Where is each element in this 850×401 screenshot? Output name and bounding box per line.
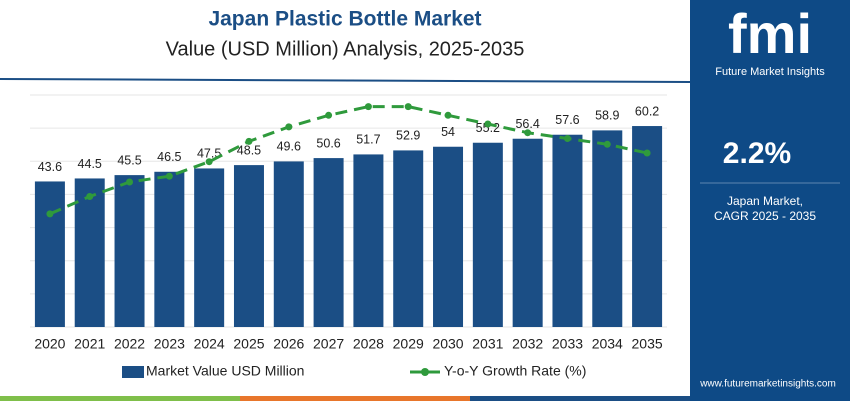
value-label: 44.5 <box>78 157 102 171</box>
bar <box>393 150 424 327</box>
plot-area: 2020 2021 2022 2023 2024 2025 2026 2027 2028 2029… <box>30 94 667 379</box>
bar <box>592 130 623 327</box>
legend-label: Y-o-Y Growth Rate (%) <box>444 363 586 379</box>
growth-point <box>484 120 492 128</box>
market-label: Japan Market, <box>727 194 803 208</box>
value-label: 50.6 <box>316 136 340 150</box>
bar <box>552 134 583 327</box>
growth-point <box>285 123 293 131</box>
chart-subtitle: Value (USD Million) Analysis, 2025-2035 <box>166 38 525 60</box>
period-label: CAGR 2025 - 2035 <box>714 209 816 223</box>
x-tick-label: 2028 <box>353 336 384 352</box>
value-label: 54 <box>441 125 455 139</box>
growth-point <box>524 129 532 137</box>
bar <box>472 142 503 327</box>
growth-point <box>364 103 372 111</box>
value-label: 46.5 <box>157 150 181 164</box>
bar <box>233 165 264 327</box>
x-tick-label: 2029 <box>393 336 424 352</box>
growth-point <box>643 149 651 157</box>
x-tick-label: 2030 <box>432 336 463 352</box>
legend-swatch <box>122 366 144 378</box>
x-tick-label: 2032 <box>512 336 543 352</box>
logo: fmi <box>728 2 812 65</box>
x-tick-label: 2022 <box>114 336 145 352</box>
value-label: 48.5 <box>237 143 261 157</box>
side-panel <box>690 0 850 401</box>
x-tick-label: 2025 <box>233 336 264 352</box>
growth-point <box>205 158 213 166</box>
growth-point <box>563 135 571 142</box>
growth-point <box>245 137 253 145</box>
x-tick-label: 2021 <box>74 336 105 352</box>
bar <box>313 158 344 327</box>
growth-point <box>404 103 412 111</box>
value-label: 56.4 <box>515 117 539 131</box>
cagr-value: 2.2% <box>723 137 791 170</box>
legend-label: Market Value USD Million <box>146 363 304 379</box>
bar <box>353 154 384 327</box>
x-tick-label: 2026 <box>273 336 304 352</box>
bar <box>114 175 145 327</box>
x-tick-label: 2035 <box>632 336 663 352</box>
footer-strip <box>470 396 690 401</box>
value-label: 52.9 <box>396 129 420 143</box>
growth-point <box>603 140 611 148</box>
growth-point <box>46 210 54 218</box>
x-tick-label: 2020 <box>34 336 65 352</box>
value-label: 60.2 <box>635 104 659 118</box>
bar <box>154 171 185 327</box>
bar <box>194 168 225 327</box>
x-tick-label: 2023 <box>154 336 185 352</box>
growth-point <box>165 172 173 180</box>
growth-point <box>444 111 452 119</box>
growth-point <box>126 178 134 186</box>
value-label: 57.6 <box>555 113 579 127</box>
x-tick-label: 2031 <box>472 336 503 352</box>
x-tick-label: 2033 <box>552 336 583 352</box>
bar <box>512 138 543 327</box>
growth-line <box>49 105 648 216</box>
bar <box>273 161 304 327</box>
value-label: 45.5 <box>117 153 141 167</box>
website: www.futuremarketinsights.com <box>699 379 836 390</box>
brand: Future Market Insights <box>715 66 825 78</box>
value-label: 58.9 <box>595 109 619 123</box>
x-tick-label: 2027 <box>313 336 344 352</box>
x-tick-label: 2034 <box>592 336 623 352</box>
growth-point <box>86 193 94 200</box>
bar <box>433 146 464 327</box>
header-rule <box>0 78 691 83</box>
chart-title: Japan Plastic Bottle Market <box>208 8 481 31</box>
x-tick-label: 2024 <box>194 336 225 352</box>
bar <box>632 126 663 327</box>
bar <box>34 181 65 327</box>
bar <box>74 178 105 327</box>
footer-strip <box>240 396 470 401</box>
value-label: 49.6 <box>277 140 301 154</box>
value-label: 43.6 <box>38 160 62 174</box>
value-label: 51.7 <box>356 133 380 147</box>
footer-strip <box>0 396 240 401</box>
legend-swatch <box>421 368 429 376</box>
growth-point <box>325 111 333 119</box>
